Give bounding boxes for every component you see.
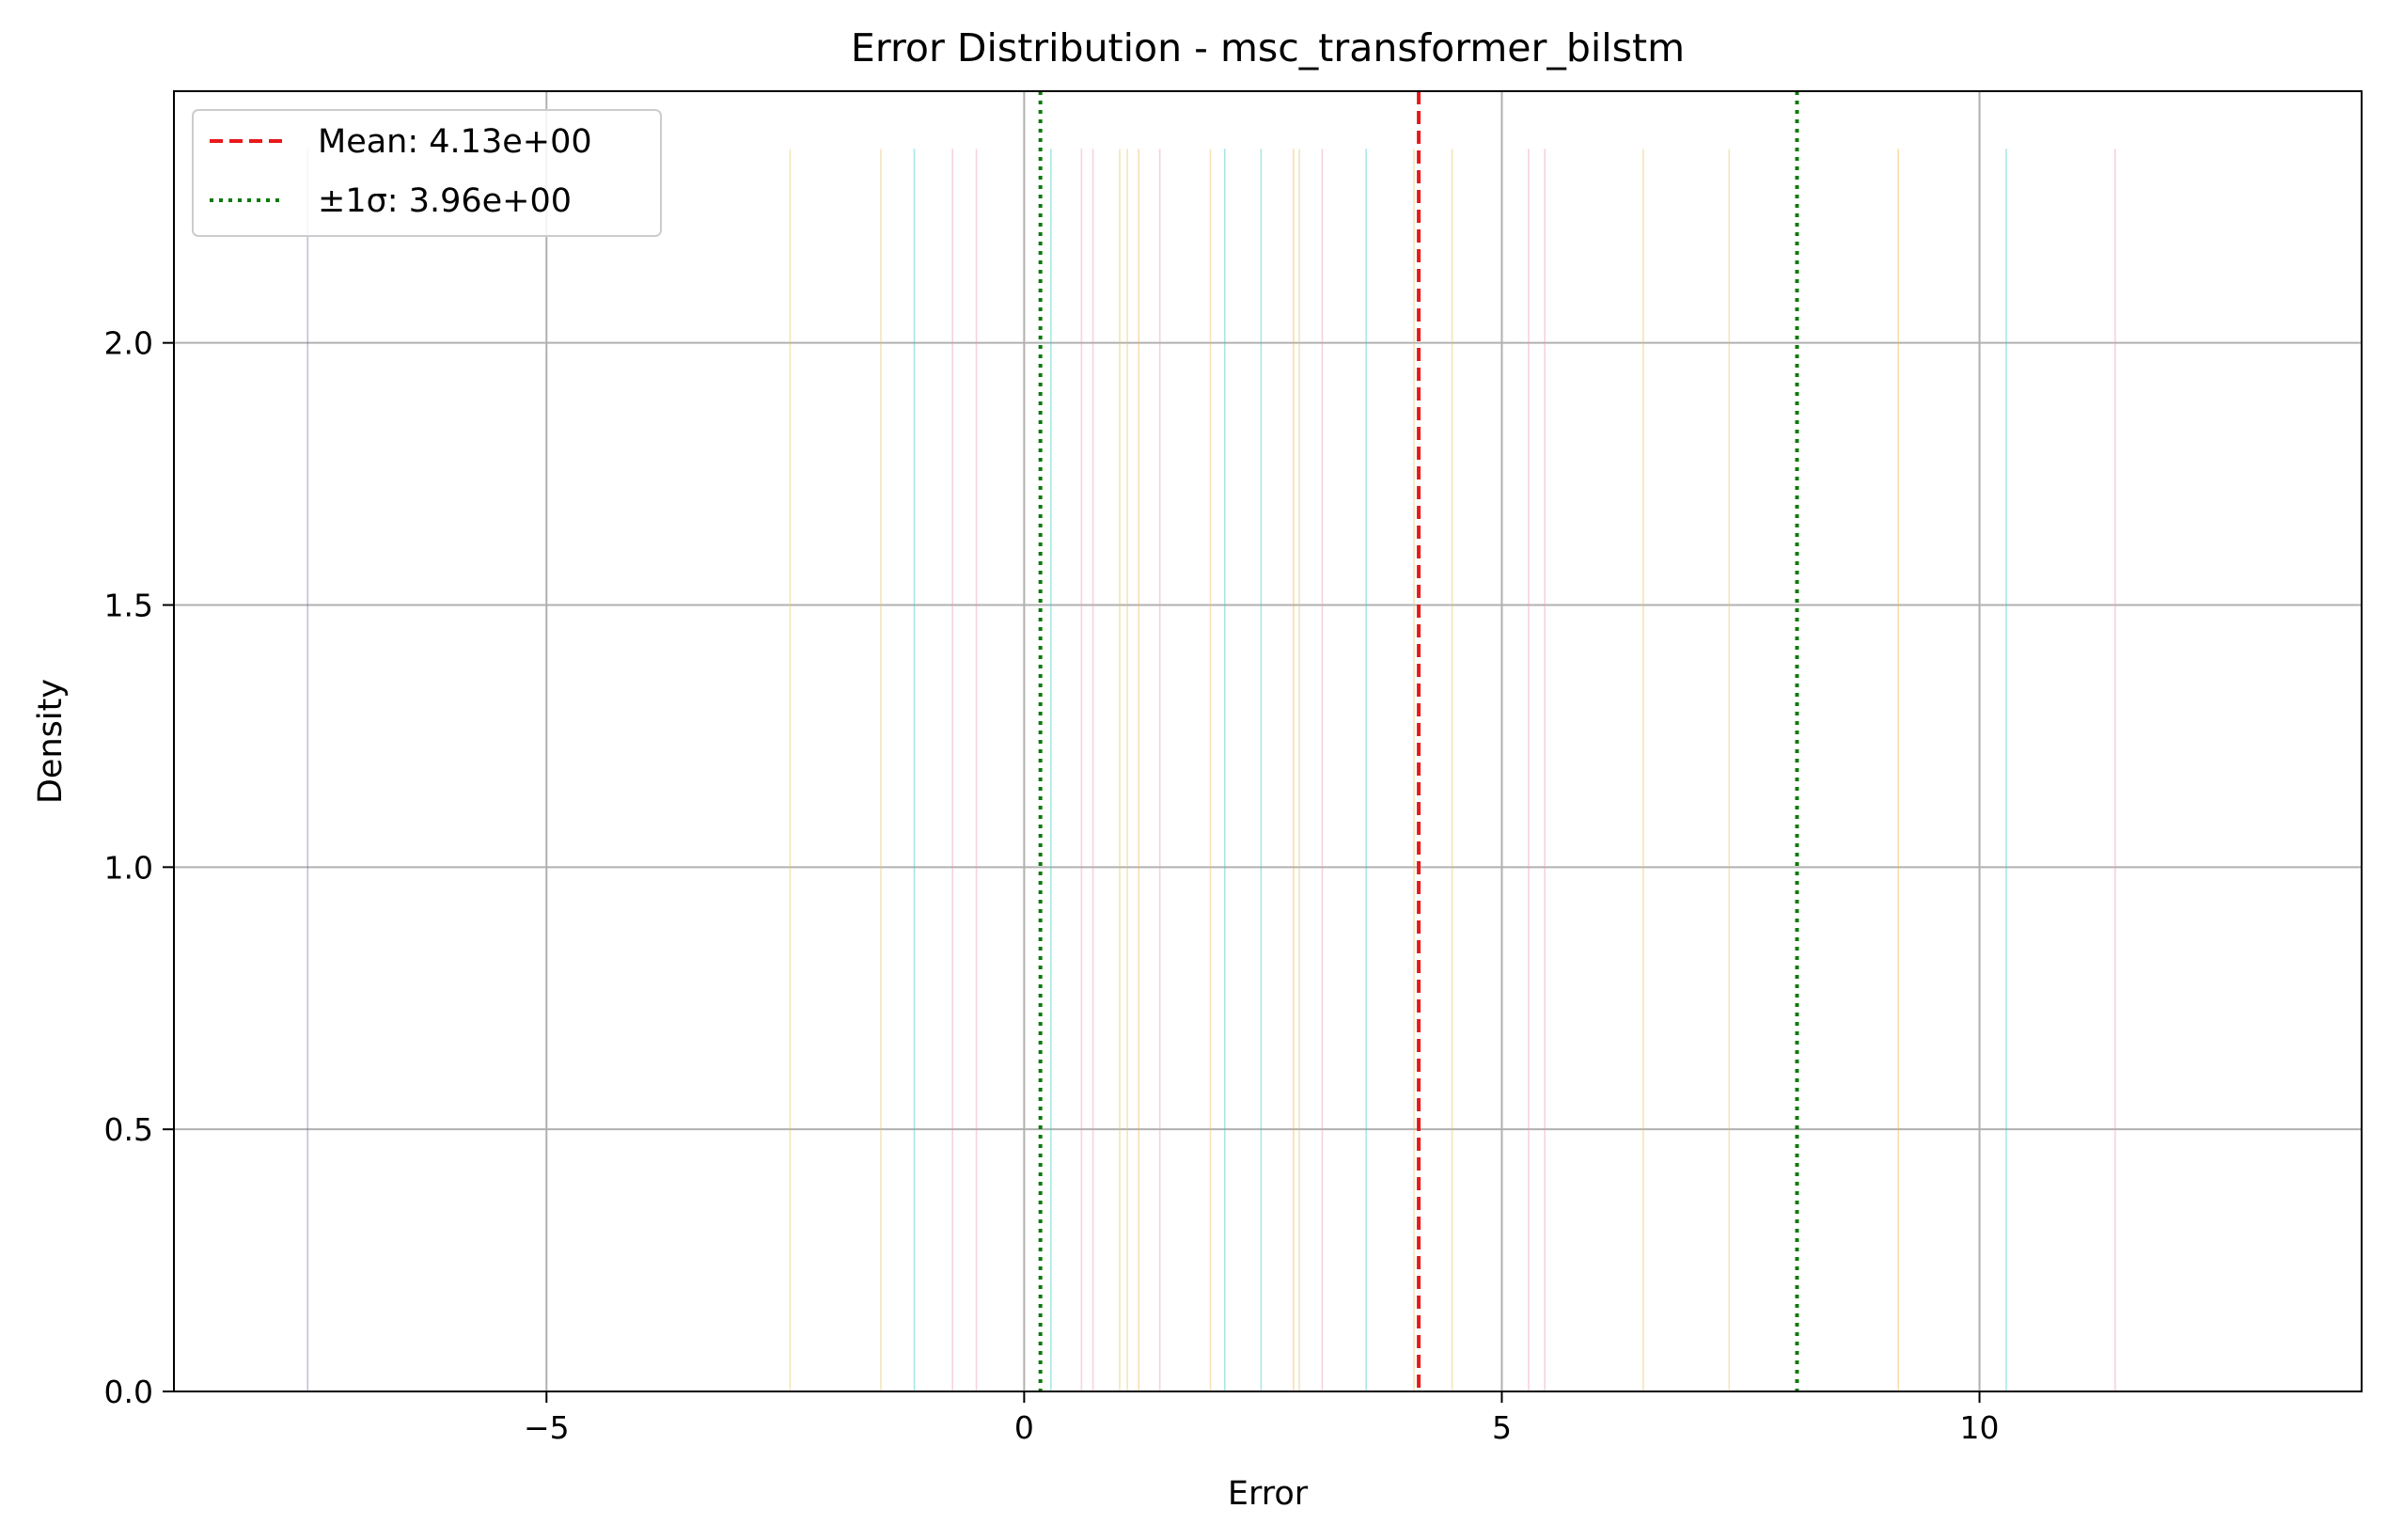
histogram-bar — [1223, 149, 1226, 1391]
histogram-bar — [1260, 149, 1263, 1391]
histogram-bar — [1138, 149, 1140, 1391]
histogram-bars — [306, 149, 2116, 1391]
histogram-bar — [1321, 149, 1324, 1391]
histogram-bar — [1209, 149, 1212, 1391]
histogram-bar — [1413, 149, 1415, 1391]
x-tick-label: −5 — [524, 1409, 570, 1446]
histogram-bar — [1451, 149, 1453, 1391]
legend-sigma-label: ±1σ: 3.96e+00 — [318, 182, 572, 220]
x-axis-label: Error — [1228, 1475, 1309, 1513]
histogram-bar — [913, 149, 916, 1391]
histogram-bar — [1897, 149, 1899, 1391]
y-tick-label: 1.5 — [104, 588, 153, 624]
chart-title: Error Distribution - msc_transformer_bil… — [851, 25, 1685, 71]
histogram-bar — [789, 149, 792, 1391]
legend-box — [192, 109, 662, 237]
histogram-bar — [1126, 149, 1128, 1391]
histogram-bar — [1728, 149, 1731, 1391]
histogram-bar — [1119, 149, 1121, 1391]
histogram-bar — [951, 149, 953, 1391]
x-tick-label: 5 — [1492, 1409, 1512, 1446]
legend-mean-label: Mean: 4.13e+00 — [318, 123, 592, 161]
histogram-bar — [1298, 149, 1300, 1391]
histogram-bar — [1293, 149, 1295, 1391]
y-tick-label: 0.0 — [104, 1374, 153, 1410]
histogram-bar — [880, 149, 882, 1391]
axis-ticks: −5 0 5 10 0.0 0.5 1.0 1.5 2.0 — [104, 325, 2000, 1446]
histogram-bar — [1050, 149, 1052, 1391]
histogram-bar — [2005, 149, 2007, 1391]
x-tick-label: 0 — [1014, 1409, 1034, 1446]
y-tick-label: 1.0 — [104, 849, 153, 886]
y-tick-label: 0.5 — [104, 1111, 153, 1148]
y-axis-label: Density — [32, 679, 70, 804]
histogram-bar — [1528, 149, 1530, 1391]
x-tick-label: 10 — [1960, 1409, 2000, 1446]
legend: Mean: 4.13e+00 ±1σ: 3.96e+00 — [192, 109, 662, 237]
histogram-bar — [1080, 149, 1083, 1391]
y-tick-label: 2.0 — [104, 325, 153, 362]
histogram-bar — [1091, 149, 1094, 1391]
grid-lines — [174, 91, 2362, 1392]
plot-frame — [173, 90, 2363, 1392]
histogram-bar — [1544, 149, 1546, 1391]
histogram-bar — [1642, 149, 1644, 1391]
histogram-bar — [2114, 149, 2116, 1391]
histogram-bar — [306, 149, 309, 1391]
histogram-bar — [1365, 149, 1367, 1391]
histogram-bar — [1158, 149, 1161, 1391]
histogram-bar — [975, 149, 978, 1391]
reference-lines — [1038, 91, 1799, 1391]
